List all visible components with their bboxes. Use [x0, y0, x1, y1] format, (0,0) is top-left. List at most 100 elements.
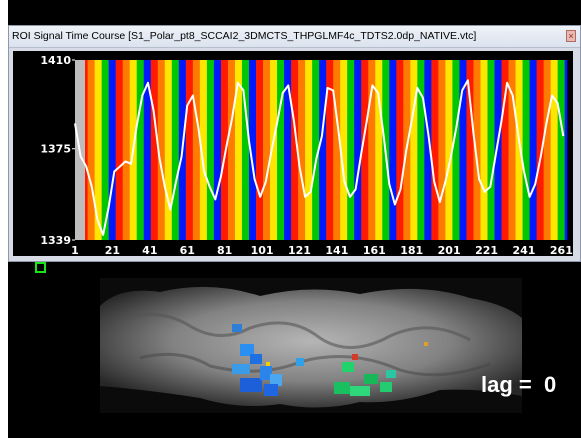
stimulus-stripe: [108, 60, 117, 240]
stimulus-stripe: [340, 60, 348, 240]
lag-label: lag = 0: [481, 372, 557, 397]
stimulus-stripe: [508, 60, 516, 240]
stimulus-stripe: [347, 60, 355, 240]
stimulus-stripe: [424, 60, 432, 240]
x-tick-label: 1: [71, 244, 79, 256]
stimulus-stripe: [87, 60, 96, 240]
stimulus-stripe: [192, 60, 201, 240]
stimulus-stripe: [164, 60, 173, 240]
stimulus-stripe: [445, 60, 453, 240]
x-tick-label: 101: [251, 244, 274, 256]
title-bar[interactable]: ROI Signal Time Course [S1_Polar_pt8_SCC…: [9, 26, 580, 48]
x-tick-label: 201: [438, 244, 461, 256]
stimulus-stripe: [284, 60, 292, 240]
stimulus-stripe: [171, 60, 180, 240]
stimulus-stripe: [557, 60, 566, 240]
stimulus-stripe: [564, 60, 568, 240]
stimulus-stripe: [241, 60, 250, 240]
stimulus-stripe: [220, 60, 229, 240]
brain-slice-image: [100, 278, 522, 413]
stimulus-stripe: [529, 60, 538, 240]
roi-signal-window[interactable]: ROI Signal Time Course [S1_Polar_pt8_SCC…: [8, 25, 581, 273]
stimulus-stripe: [150, 60, 159, 240]
stimulus-stripe: [501, 60, 509, 240]
y-axis-ticks: 1410 1375 1339: [40, 54, 75, 247]
stimulus-stripe: [136, 60, 145, 240]
stimulus-stripe: [85, 60, 89, 240]
stimulus-stripe: [157, 60, 166, 240]
stimulus-stripe: [543, 60, 552, 240]
stimulus-stripe: [375, 60, 383, 240]
stimulus-stripe: [213, 60, 222, 240]
stimulus-stripes: [75, 60, 568, 240]
stimulus-stripe: [263, 60, 271, 240]
y-tick-label: 1410: [40, 54, 71, 67]
x-tick-label: 241: [512, 244, 535, 256]
stimulus-stripe: [94, 60, 103, 240]
stimulus-stripe: [522, 60, 530, 240]
close-icon: ×: [568, 31, 574, 41]
y-tick-label: 1375: [40, 143, 71, 156]
stimulus-stripe: [459, 60, 467, 240]
stimulus-stripe: [248, 60, 257, 240]
stimulus-stripe: [115, 60, 124, 240]
stimulus-stripe: [361, 60, 369, 240]
activation-green: [334, 342, 428, 396]
stimulus-stripe: [326, 60, 334, 240]
stimulus-stripe: [305, 60, 313, 240]
x-axis-ticks: 1 21 41 61 81 101 121 141 161 181 201 221 241 261: [71, 244, 573, 256]
x-tick-label: 161: [363, 244, 386, 256]
signal-curve: [74, 79, 565, 236]
stimulus-stripe: [199, 60, 208, 240]
stimulus-stripe: [536, 60, 545, 240]
x-tick-label: 21: [105, 244, 120, 256]
x-tick-label: 81: [217, 244, 232, 256]
stimulus-stripe: [354, 60, 362, 240]
stimulus-stripe: [480, 60, 488, 240]
stimulus-stripe: [255, 60, 264, 240]
time-course-plot[interactable]: 1410 1375 1339 1 21 41 61 81 101 121 141 161 181 201…: [13, 51, 573, 256]
status-indicator[interactable]: [35, 262, 46, 273]
stimulus-stripe: [494, 60, 502, 240]
stimulus-stripe: [389, 60, 397, 240]
stimulus-stripe: [333, 60, 341, 240]
stimulus-stripe: [234, 60, 243, 240]
left-edge-strip: [0, 0, 8, 438]
x-tick-label: 61: [180, 244, 195, 256]
stimulus-stripe: [368, 60, 376, 240]
stimulus-stripe: [206, 60, 215, 240]
brain-slice-graphic: [100, 286, 522, 408]
x-tick-label: 141: [325, 244, 348, 256]
stimulus-stripe: [452, 60, 460, 240]
stimulus-stripe: [101, 60, 110, 240]
stimulus-stripe: [473, 60, 481, 240]
stimulus-stripe: [143, 60, 152, 240]
stimulus-stripe: [122, 60, 131, 240]
x-tick-label: 261: [550, 244, 573, 256]
stimulus-stripe: [515, 60, 523, 240]
y-tick-label: 1339: [40, 234, 71, 247]
stimulus-stripe: [396, 60, 404, 240]
stimulus-stripe: [466, 60, 474, 240]
x-tick-label: 41: [142, 244, 157, 256]
stimulus-stripe: [312, 60, 320, 240]
window-title: ROI Signal Time Course [S1_Polar_pt8_SCC…: [12, 30, 477, 42]
stimulus-stripe: [319, 60, 327, 240]
activation-blue: [232, 324, 304, 396]
x-tick-label: 121: [288, 244, 311, 256]
x-tick-label: 221: [475, 244, 498, 256]
stimulus-stripe: [277, 60, 285, 240]
stimulus-stripe: [550, 60, 559, 240]
stimulus-stripe: [291, 60, 299, 240]
x-tick-label: 181: [400, 244, 423, 256]
close-button[interactable]: ×: [566, 30, 576, 42]
stimulus-stripe: [185, 60, 194, 240]
stimulus-stripe: [227, 60, 236, 240]
stimulus-stripe: [417, 60, 425, 240]
signal-line: [74, 79, 565, 236]
stimulus-stripe: [298, 60, 306, 240]
stimulus-stripe: [270, 60, 278, 240]
stimulus-stripe: [410, 60, 418, 240]
stimulus-stripe: [438, 60, 446, 240]
